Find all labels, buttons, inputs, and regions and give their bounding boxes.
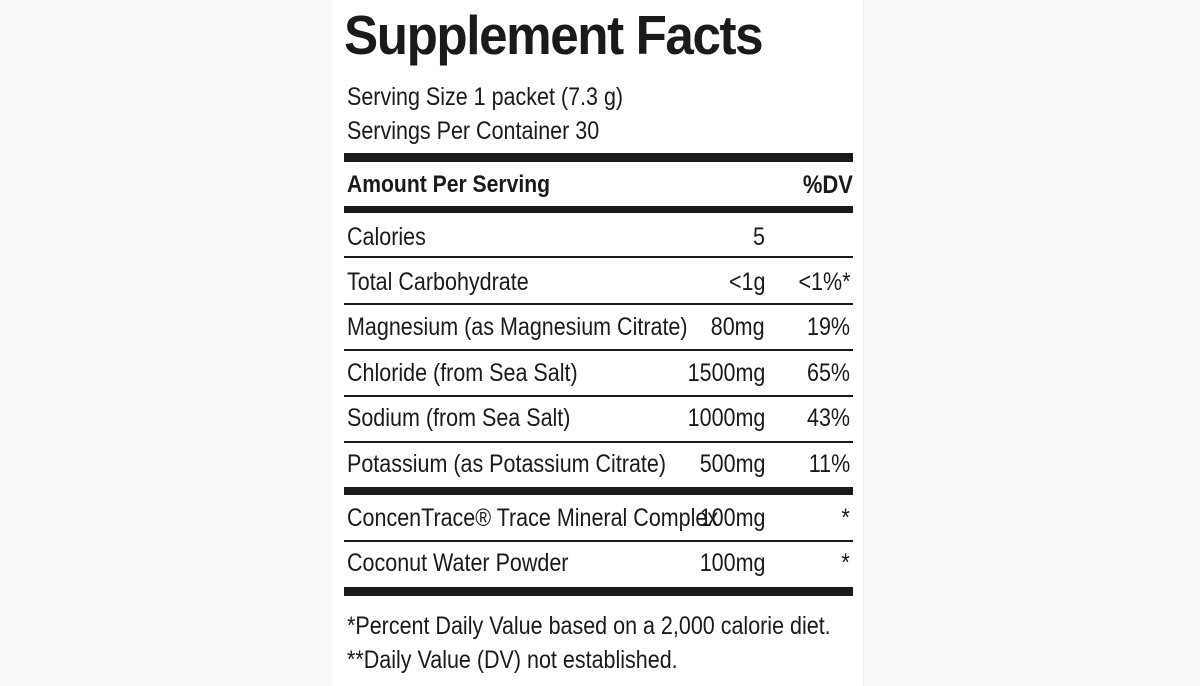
nutrient-name: Total Carbohydrate [347,268,529,296]
ingredient-amount: 100mg [699,549,765,577]
nutrient-row: Total Carbohydrate <1g <1%* [344,260,853,304]
nutrient-amount: <1g [728,268,765,296]
ingredient-name: ConcenTrace® Trace Mineral Complex [347,504,719,532]
left-margin [0,0,333,686]
row-divider [344,256,853,258]
nutrient-name: Chloride (from Sea Salt) [347,359,578,387]
middle-thick-rule [344,487,853,495]
nutrient-amount: 1000mg [687,404,765,432]
nutrient-amount: 1500mg [687,359,765,387]
row-divider [344,349,853,351]
nutrient-dv: 19% [806,313,850,341]
ingredient-row: Coconut Water Powder 100mg * [344,541,853,585]
nutrient-name: Magnesium (as Magnesium Citrate) [347,313,688,341]
nutrient-row: Magnesium (as Magnesium Citrate) 80mg 19… [344,305,853,349]
ingredient-name: Coconut Water Powder [347,549,569,577]
header-thick-rule [344,206,853,213]
nutrient-dv: <1%* [797,268,850,296]
nutrient-row: Calories 5 [344,215,853,259]
nutrient-amount: 80mg [711,313,765,341]
row-divider [344,395,853,397]
supplement-facts-label: Supplement Facts Serving Size 1 packet (… [344,0,853,686]
nutrient-row: Potassium (as Potassium Citrate) 500mg 1… [344,442,853,486]
serving-size: Serving Size 1 packet (7.3 g) [347,83,624,111]
amount-per-serving-label: Amount Per Serving [347,171,551,198]
nutrient-row: Chloride (from Sea Salt) 1500mg 65% [344,351,853,395]
top-thick-rule [344,153,853,162]
amount-per-serving-header: Amount Per Serving %DV [344,163,853,207]
ingredient-dv: * [841,504,850,532]
nutrient-dv: 65% [806,359,850,387]
servings-per-container: Servings Per Container 30 [347,117,600,145]
label-title: Supplement Facts [344,4,764,66]
right-margin [863,0,1200,686]
nutrient-amount: 500mg [699,450,765,478]
nutrient-row: Sodium (from Sea Salt) 1000mg 43% [344,396,853,440]
nutrient-amount: 5 [753,223,765,251]
row-divider [344,540,853,542]
nutrient-dv: 11% [808,450,850,478]
footnote-dv-not-established: **Daily Value (DV) not established. [347,646,678,674]
ingredient-amount: 100mg [699,504,765,532]
nutrient-name: Sodium (from Sea Salt) [347,404,571,432]
row-divider [344,441,853,443]
ingredient-dv: * [841,549,850,577]
row-divider [344,303,853,305]
footnote-daily-value: *Percent Daily Value based on a 2,000 ca… [347,612,831,640]
bottom-thick-rule [344,587,853,596]
nutrient-name: Potassium (as Potassium Citrate) [347,450,667,478]
dv-header-label: %DV [802,171,853,199]
nutrient-dv: 43% [806,404,850,432]
nutrient-name: Calories [347,223,426,251]
ingredient-row: ConcenTrace® Trace Mineral Complex 100mg… [344,496,853,540]
